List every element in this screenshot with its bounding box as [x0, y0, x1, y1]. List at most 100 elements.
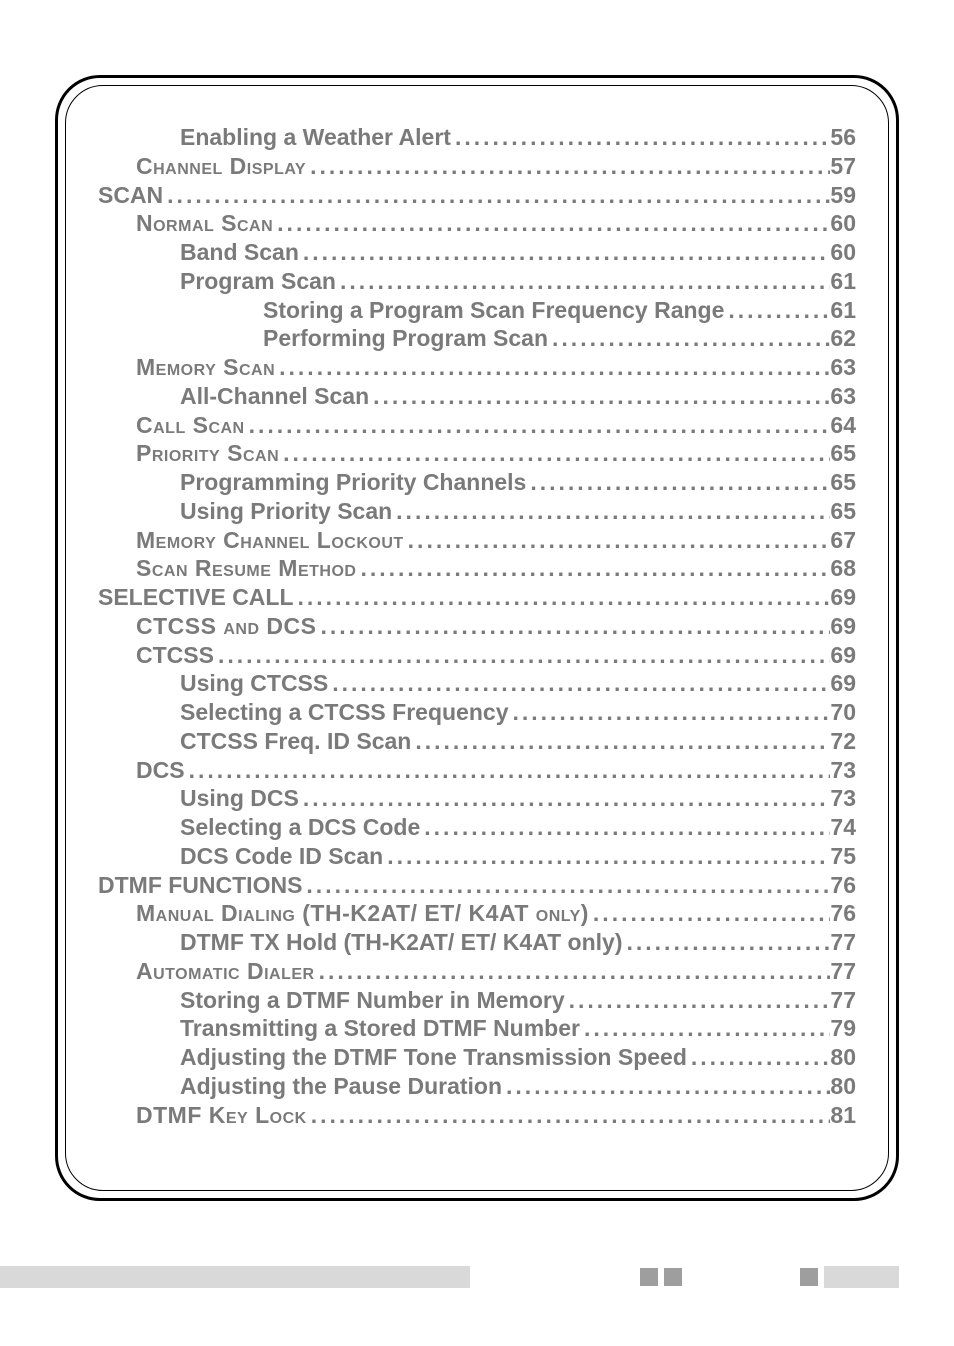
- toc-label: Using CTCSS: [180, 669, 328, 698]
- toc-line: Manual Dialing (TH-K2AT/ ET/ K4AT only) …: [98, 899, 856, 928]
- toc-label: Manual Dialing (TH-K2AT/ ET/ K4AT only): [136, 899, 589, 928]
- toc-line: DTMF Key Lock 81: [98, 1101, 856, 1130]
- toc-page-number: 63: [830, 382, 856, 411]
- toc-leader-dots: [623, 928, 831, 957]
- toc-line: CTCSS 69: [98, 641, 856, 670]
- toc-line: DCS 73: [98, 756, 856, 785]
- toc-leader-dots: [294, 583, 831, 612]
- toc-label: Priority Scan: [136, 439, 279, 468]
- toc-label: Automatic Dialer: [136, 957, 315, 986]
- toc-line: Memory Scan 63: [98, 353, 856, 382]
- toc-leader-dots: [279, 439, 830, 468]
- toc-label: CTCSS Freq. ID Scan: [180, 727, 411, 756]
- toc-line: Channel Display 57: [98, 152, 856, 181]
- toc-page-number: 72: [830, 727, 856, 756]
- toc-page-number: 69: [830, 641, 856, 670]
- toc-leader-dots: [411, 727, 830, 756]
- toc-line: SELECTIVE CALL 69: [98, 583, 856, 612]
- toc-line: Transmitting a Stored DTMF Number 79: [98, 1014, 856, 1043]
- toc-page-number: 76: [830, 871, 856, 900]
- toc-page-number: 69: [830, 612, 856, 641]
- toc-page-number: 76: [830, 899, 856, 928]
- toc-page-number: 63: [830, 353, 856, 382]
- toc-line: DCS Code ID Scan 75: [98, 842, 856, 871]
- toc-page-number: 73: [830, 756, 856, 785]
- toc-leader-dots: [356, 554, 830, 583]
- toc-line: Selecting a DCS Code 74: [98, 813, 856, 842]
- toc-line: CTCSS Freq. ID Scan 72: [98, 727, 856, 756]
- toc-page-number: 68: [830, 554, 856, 583]
- toc-leader-dots: [508, 698, 830, 727]
- toc-page-number: 77: [830, 986, 856, 1015]
- toc-line: Adjusting the Pause Duration 80: [98, 1072, 856, 1101]
- toc-line: Band Scan 60: [98, 238, 856, 267]
- toc-label: Call Scan: [136, 411, 245, 440]
- toc-page-number: 59: [830, 181, 856, 210]
- toc-page-number: 60: [830, 238, 856, 267]
- toc-leader-dots: [565, 986, 831, 1015]
- toc-leader-dots: [299, 784, 831, 813]
- toc-line: DTMF TX Hold (TH-K2AT/ ET/ K4AT only) 77: [98, 928, 856, 957]
- toc-label: SELECTIVE CALL: [98, 583, 294, 612]
- toc-leader-dots: [275, 353, 830, 382]
- toc-page-number: 79: [830, 1014, 856, 1043]
- toc-line: Storing a Program Scan Frequency Range 6…: [98, 296, 856, 325]
- toc-page-number: 77: [830, 957, 856, 986]
- toc-line: Adjusting the DTMF Tone Transmission Spe…: [98, 1043, 856, 1072]
- toc-page-number: 77: [830, 928, 856, 957]
- toc-leader-dots: [502, 1072, 830, 1101]
- toc-line: CTCSS and DCS 69: [98, 612, 856, 641]
- toc-line: Call Scan 64: [98, 411, 856, 440]
- toc-label: Using DCS: [180, 784, 299, 813]
- toc-line: Using CTCSS 69: [98, 669, 856, 698]
- toc-leader-dots: [420, 813, 830, 842]
- toc-page-number: 74: [830, 813, 856, 842]
- toc-line: Storing a DTMF Number in Memory 77: [98, 986, 856, 1015]
- toc-leader-dots: [383, 842, 830, 871]
- toc-label: CTCSS: [136, 641, 214, 670]
- toc-leader-dots: [302, 871, 830, 900]
- toc-leader-dots: [589, 899, 830, 928]
- toc-leader-dots: [548, 324, 830, 353]
- toc-label: DCS: [136, 756, 185, 785]
- toc-label: Adjusting the Pause Duration: [180, 1072, 502, 1101]
- toc-leader-dots: [299, 238, 831, 267]
- toc-leader-dots: [315, 957, 831, 986]
- toc-label: Band Scan: [180, 238, 299, 267]
- toc-page-number: 61: [830, 296, 856, 325]
- toc-line: All-Channel Scan 63: [98, 382, 856, 411]
- toc-leader-dots: [404, 526, 831, 555]
- toc-line: Program Scan 61: [98, 267, 856, 296]
- footer-decoration: [0, 1266, 954, 1288]
- toc-line: Priority Scan 65: [98, 439, 856, 468]
- toc-label: Selecting a DCS Code: [180, 813, 420, 842]
- toc-label: SCAN: [98, 181, 163, 210]
- toc-page-number: 65: [830, 497, 856, 526]
- toc-label: Program Scan: [180, 267, 336, 296]
- toc-page-number: 80: [830, 1072, 856, 1101]
- toc-line: Normal Scan 60: [98, 209, 856, 238]
- toc-label: CTCSS and DCS: [136, 612, 316, 641]
- toc-line: Performing Program Scan 62: [98, 324, 856, 353]
- toc-page-number: 62: [830, 324, 856, 353]
- toc-page-number: 69: [830, 583, 856, 612]
- toc-leader-dots: [163, 181, 830, 210]
- toc-label: Using Priority Scan: [180, 497, 392, 526]
- toc-page-number: 60: [830, 209, 856, 238]
- toc-leader-dots: [185, 756, 831, 785]
- toc-page-number: 64: [830, 411, 856, 440]
- toc-page-number: 81: [830, 1101, 856, 1130]
- toc-page-number: 61: [830, 267, 856, 296]
- toc-page-number: 75: [830, 842, 856, 871]
- toc-leader-dots: [724, 296, 830, 325]
- toc-leader-dots: [214, 641, 830, 670]
- toc-leader-dots: [580, 1014, 830, 1043]
- toc-leader-dots: [316, 612, 830, 641]
- toc-page-number: 56: [830, 123, 856, 152]
- footer-bar-left: [0, 1266, 470, 1288]
- toc-leader-dots: [336, 267, 830, 296]
- toc-label: Memory Scan: [136, 353, 275, 382]
- page-frame: Enabling a Weather Alert 56Channel Displ…: [55, 75, 899, 1201]
- toc-line: Using DCS 73: [98, 784, 856, 813]
- toc-leader-dots: [273, 209, 830, 238]
